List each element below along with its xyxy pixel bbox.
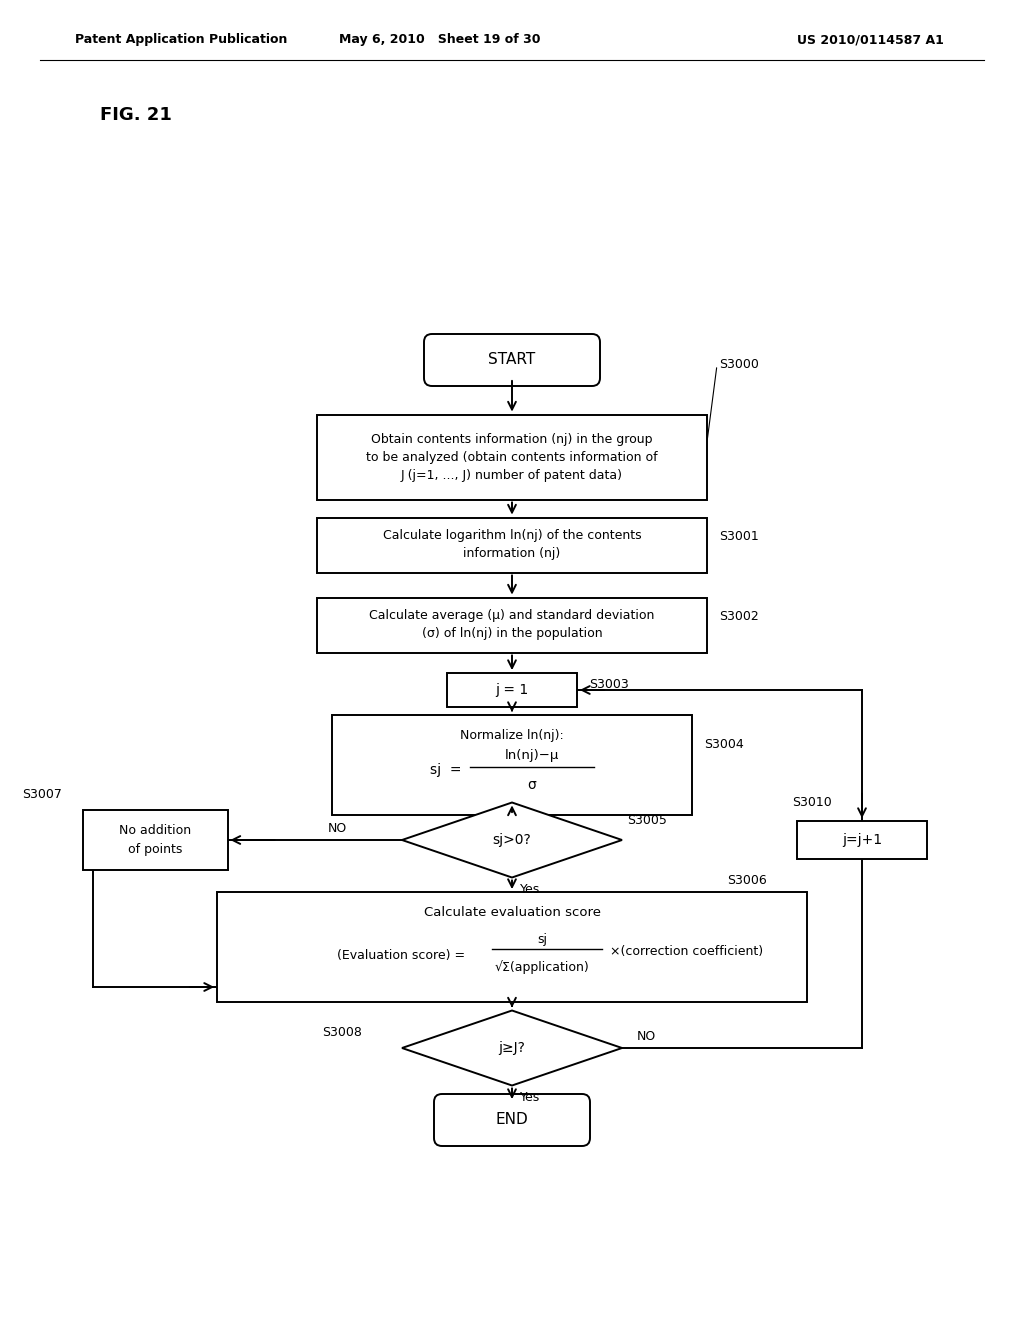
Text: US 2010/0114587 A1: US 2010/0114587 A1 (797, 33, 943, 46)
Text: Calculate evaluation score: Calculate evaluation score (424, 906, 600, 919)
Text: j = 1: j = 1 (496, 682, 528, 697)
Bar (332, 715, 692, 814)
Text: sj  =: sj = (430, 763, 462, 777)
Bar (317, 414, 707, 499)
Bar (83, 810, 227, 870)
Text: ln(nj)−μ: ln(nj)−μ (505, 748, 559, 762)
Text: S3003: S3003 (589, 678, 629, 692)
Text: NO: NO (637, 1030, 656, 1043)
Text: May 6, 2010   Sheet 19 of 30: May 6, 2010 Sheet 19 of 30 (339, 33, 541, 46)
Text: Calculate average (μ) and standard deviation
(σ) of ln(nj) in the population: Calculate average (μ) and standard devia… (370, 610, 654, 640)
Text: Obtain contents information (nj) in the group
to be analyzed (obtain contents in: Obtain contents information (nj) in the … (367, 433, 657, 482)
Text: Patent Application Publication: Patent Application Publication (75, 33, 288, 46)
Text: j≥J?: j≥J? (499, 1041, 525, 1055)
Text: S3007: S3007 (23, 788, 62, 801)
Polygon shape (402, 1011, 622, 1085)
FancyBboxPatch shape (424, 334, 600, 385)
Text: Yes: Yes (520, 1092, 541, 1104)
Text: S3002: S3002 (719, 610, 759, 623)
Text: j=j+1: j=j+1 (842, 833, 882, 847)
Polygon shape (402, 803, 622, 878)
Text: (Evaluation score) =: (Evaluation score) = (337, 949, 465, 961)
Text: σ: σ (527, 777, 537, 792)
Text: S3008: S3008 (322, 1027, 361, 1040)
Text: ×(correction coefficient): ×(correction coefficient) (610, 945, 763, 958)
Bar (797, 821, 927, 859)
Text: S3004: S3004 (705, 738, 743, 751)
Text: Normalize ln(nj):: Normalize ln(nj): (460, 729, 564, 742)
Text: S3005: S3005 (627, 813, 667, 826)
Text: S3006: S3006 (727, 874, 767, 887)
Text: END: END (496, 1113, 528, 1127)
Text: S3001: S3001 (719, 531, 759, 544)
Bar (217, 892, 807, 1002)
Text: S3010: S3010 (792, 796, 831, 809)
Text: No addition
of points: No addition of points (119, 825, 191, 855)
Bar (317, 598, 707, 652)
Bar (317, 517, 707, 573)
Text: START: START (488, 352, 536, 367)
Text: √Σ(application): √Σ(application) (495, 960, 590, 974)
Text: NO: NO (328, 821, 347, 834)
Text: FIG. 21: FIG. 21 (100, 106, 172, 124)
Text: S3000: S3000 (719, 359, 759, 371)
Text: sj>0?: sj>0? (493, 833, 531, 847)
Text: Yes: Yes (520, 883, 541, 896)
Text: Calculate logarithm ln(nj) of the contents
information (nj): Calculate logarithm ln(nj) of the conten… (383, 529, 641, 561)
Text: sj: sj (537, 932, 547, 945)
FancyBboxPatch shape (434, 1094, 590, 1146)
Bar (447, 673, 577, 708)
